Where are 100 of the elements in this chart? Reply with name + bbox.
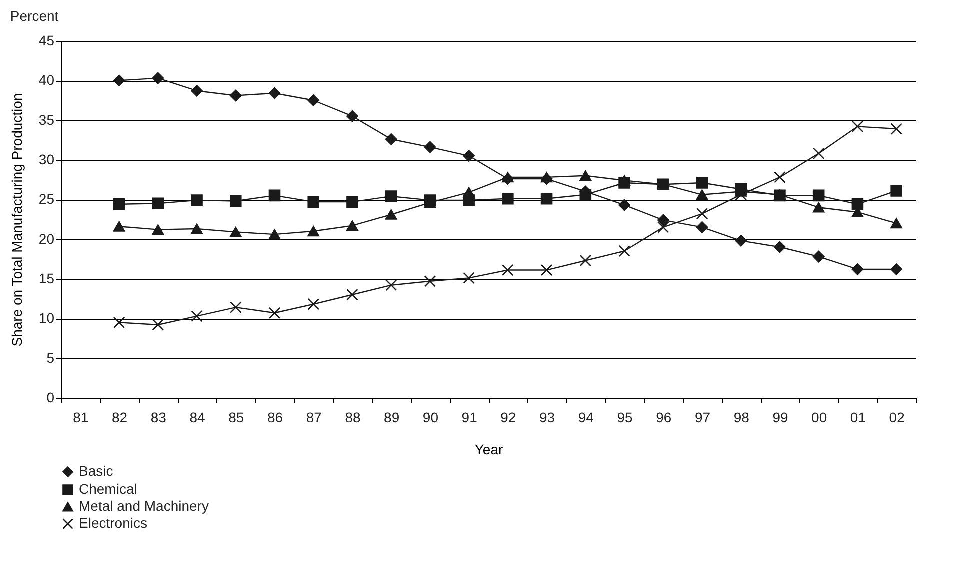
x-tick-label: 99 [772, 410, 788, 426]
text: Percent [10, 8, 59, 24]
point [346, 288, 358, 301]
point [230, 227, 242, 238]
point [191, 85, 203, 97]
point [890, 123, 902, 135]
point [113, 198, 126, 210]
point [812, 202, 825, 213]
point [346, 196, 358, 208]
point [230, 90, 242, 102]
point [890, 264, 902, 276]
point [346, 110, 358, 122]
point [890, 218, 902, 229]
point [812, 190, 825, 202]
point [191, 194, 203, 206]
point [890, 185, 902, 197]
y-tick-label: 10 [38, 310, 55, 326]
point [385, 190, 398, 202]
point [424, 141, 436, 154]
x-tick-label: 93 [540, 410, 556, 426]
point [696, 208, 708, 220]
point [152, 319, 164, 331]
x-axis-title: Year [474, 442, 504, 458]
point [385, 279, 398, 292]
point [191, 310, 203, 322]
point [152, 198, 164, 210]
y-tick-label: 25 [38, 191, 55, 208]
x-tick-label: 84 [190, 410, 206, 426]
legend-label: Metal and Machinery [79, 498, 209, 514]
legend-label: Electronics [79, 515, 148, 531]
y-axis-title: Share on Total Manufacturing Production [8, 93, 25, 347]
x-tick-label: 87 [306, 410, 322, 426]
y-tick-label: 35 [38, 112, 55, 128]
point [268, 307, 281, 320]
point [113, 221, 126, 232]
x-tick-label: 83 [150, 410, 167, 426]
point [385, 133, 398, 146]
y-tick-label: 45 [38, 32, 55, 48]
point [268, 229, 281, 240]
point [268, 87, 281, 100]
legend-label: Basic [79, 463, 114, 479]
point [463, 272, 475, 284]
point [424, 275, 436, 288]
point [735, 235, 748, 247]
point [696, 177, 708, 189]
point [580, 254, 592, 267]
point [657, 222, 670, 234]
point [502, 264, 514, 276]
y-tick-label: 30 [38, 152, 55, 168]
point [774, 241, 786, 254]
x-tick-label: 89 [384, 410, 400, 426]
point [852, 198, 864, 210]
legend-label: Chemical [79, 481, 138, 497]
point [618, 245, 630, 258]
point [152, 224, 164, 236]
point [268, 190, 281, 202]
point [696, 190, 708, 200]
y-tick-label: 20 [38, 230, 55, 247]
x-tick-label: 82 [112, 410, 128, 426]
x-tick-label: 96 [656, 410, 672, 426]
x-tick-label: 81 [73, 410, 89, 426]
point [308, 226, 320, 237]
x-tick-label: 91 [462, 410, 478, 426]
point [580, 189, 592, 201]
x-tick-label: 90 [422, 410, 439, 426]
point [463, 150, 475, 162]
x-tick-label: 85 [228, 410, 244, 426]
y-tick-label: 15 [38, 270, 55, 286]
point [852, 120, 864, 133]
x-tick-label: 86 [267, 410, 284, 426]
x-tick-label: 00 [812, 410, 828, 426]
point [812, 250, 825, 263]
x-tick-label: 88 [345, 410, 361, 426]
point [812, 148, 825, 160]
point [308, 298, 320, 310]
point [191, 224, 203, 234]
point [696, 222, 708, 234]
point [113, 74, 126, 87]
y-tick-label: 5 [46, 350, 55, 366]
x-tick-label: 01 [850, 410, 866, 426]
x-tick-label: 97 [694, 410, 711, 426]
x-tick-label: 98 [734, 410, 750, 426]
point [463, 187, 475, 198]
point [502, 192, 514, 205]
point [113, 316, 126, 329]
point [346, 220, 358, 232]
point [152, 72, 164, 84]
y-tick-label: 40 [38, 72, 55, 88]
point [308, 94, 320, 106]
x-tick-label: 92 [500, 410, 516, 426]
y-tick-label: 0 [46, 390, 55, 406]
point [540, 264, 553, 276]
point [230, 302, 242, 314]
point [230, 195, 242, 208]
x-tick-label: 94 [578, 410, 594, 426]
x-tick-label: 95 [617, 410, 634, 426]
point [540, 192, 553, 205]
point [308, 196, 320, 208]
x-tick-label: 02 [889, 410, 906, 426]
point [618, 175, 630, 186]
